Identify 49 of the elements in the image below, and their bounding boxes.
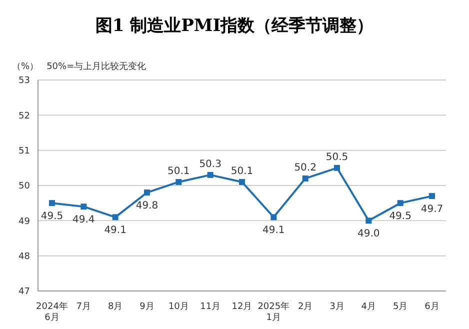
- y-tick-label: 49: [18, 216, 30, 227]
- x-tick-label: 2月: [298, 302, 313, 312]
- x-tick-label: 2024年 6月: [36, 301, 68, 323]
- point: [366, 218, 372, 224]
- data-label: 49.5: [389, 211, 412, 222]
- data-label: 49.4: [72, 214, 95, 226]
- y-tick-label: 50: [18, 182, 30, 192]
- data-label: 49.1: [262, 225, 285, 236]
- x-tick-label: 10月: [168, 302, 189, 312]
- y-tick-label: 52: [18, 111, 30, 122]
- point: [429, 193, 435, 200]
- x-tick-label: 7月: [76, 302, 92, 312]
- data-label: 50.1: [168, 166, 190, 177]
- x-tick-label: 9月: [140, 302, 154, 312]
- x-tick-label: 6月: [424, 302, 440, 312]
- x-tick-label: 5月: [392, 302, 408, 312]
- x-tick-label: 12月: [232, 302, 252, 312]
- x-tick-label: 11月: [200, 302, 221, 312]
- data-label: 49.7: [420, 204, 444, 216]
- x-tick-label: 8月: [108, 302, 123, 312]
- data-label: 50.5: [326, 152, 348, 163]
- y-axis-title: （%）: [12, 62, 39, 72]
- data-label: 50.2: [294, 162, 316, 174]
- x-tick-label: 4月: [361, 302, 376, 312]
- point: [239, 178, 245, 185]
- data-label: 49.1: [104, 225, 126, 236]
- point: [176, 178, 182, 185]
- y-tick-label: 53: [18, 76, 30, 86]
- point: [80, 204, 87, 210]
- point: [302, 175, 308, 182]
- data-label: 49.8: [136, 200, 158, 212]
- point: [334, 164, 340, 171]
- data-label: 49.0: [358, 228, 380, 240]
- point: [270, 214, 277, 220]
- point: [397, 200, 404, 206]
- y-tick-label: 47: [18, 287, 30, 298]
- y-tick-label: 48: [18, 252, 30, 262]
- data-label: 50.1: [230, 166, 254, 177]
- data-label: 50.3: [199, 158, 222, 170]
- chart-title: 图1 制造业PMI指数（经季节调整）: [94, 15, 375, 37]
- y-tick-label: 51: [18, 146, 30, 157]
- x-tick-label: 2025年 1月: [258, 301, 290, 323]
- point: [207, 172, 214, 178]
- point: [49, 200, 55, 206]
- point: [112, 214, 118, 220]
- chart-subtitle: 50%=与上月比较无变化: [46, 62, 146, 72]
- x-tick-label: 3月: [330, 302, 344, 312]
- data-label: 49.5: [40, 211, 64, 222]
- point: [144, 190, 150, 196]
